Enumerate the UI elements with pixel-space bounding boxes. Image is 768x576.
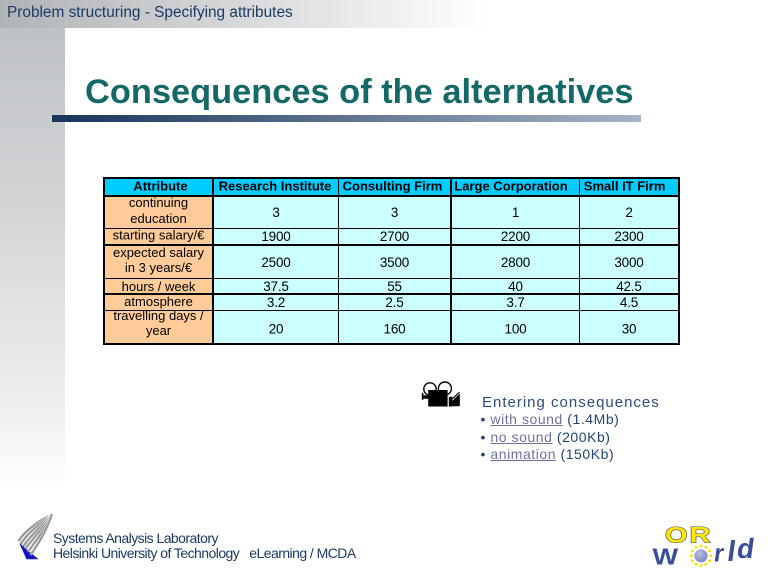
svg-text:r: r — [712, 539, 726, 567]
svg-text:W: W — [653, 544, 679, 570]
svg-text:OR: OR — [665, 524, 713, 548]
svg-text:d: d — [735, 533, 756, 564]
